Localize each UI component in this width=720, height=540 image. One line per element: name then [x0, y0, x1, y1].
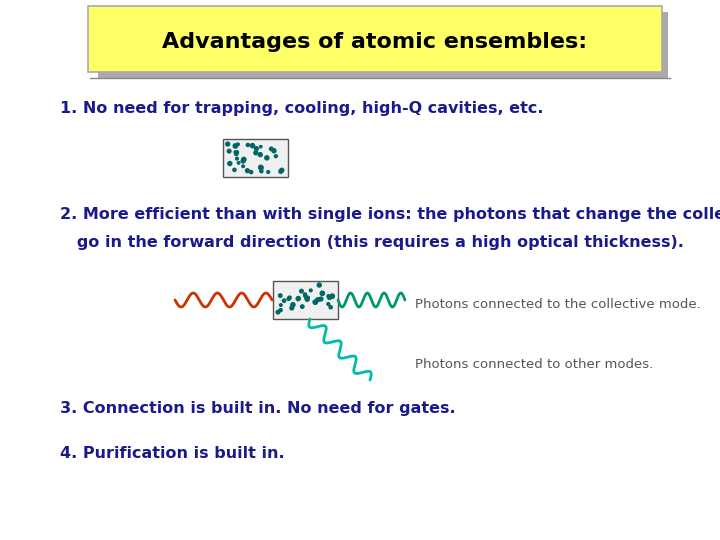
Point	[284, 293, 295, 302]
Point	[251, 144, 262, 153]
Point	[275, 306, 287, 314]
Point	[324, 293, 336, 302]
Text: 1. No need for trapping, cooling, high-Q cavities, etc.: 1. No need for trapping, cooling, high-Q…	[60, 100, 544, 116]
Text: 3. Connection is built in. No need for gates.: 3. Connection is built in. No need for g…	[60, 401, 456, 415]
Point	[300, 292, 311, 300]
Point	[266, 145, 277, 153]
Point	[256, 167, 267, 176]
Point	[222, 140, 233, 149]
Point	[302, 295, 313, 303]
Point	[268, 146, 279, 155]
Text: 4. Purification is built in.: 4. Purification is built in.	[60, 447, 284, 462]
Text: go in the forward direction (this requires a high optical thickness).: go in the forward direction (this requir…	[60, 235, 684, 251]
Text: Photons connected to other modes.: Photons connected to other modes.	[415, 359, 653, 372]
Point	[224, 159, 235, 168]
Point	[276, 166, 287, 174]
Point	[246, 168, 257, 177]
Point	[296, 287, 307, 295]
Point	[223, 147, 235, 156]
Point	[286, 303, 297, 312]
Bar	[222, 139, 287, 177]
Point	[313, 281, 325, 289]
Point	[312, 295, 323, 304]
Point	[310, 298, 321, 307]
Point	[247, 141, 258, 150]
Point	[317, 289, 328, 298]
Point	[231, 154, 243, 163]
Point	[305, 286, 317, 295]
Point	[275, 167, 287, 176]
Bar	[98, 70, 668, 78]
Bar	[660, 12, 668, 74]
Point	[274, 291, 286, 300]
Point	[270, 152, 282, 160]
Point	[233, 159, 244, 167]
Point	[326, 292, 338, 300]
Text: Photons connected to the collective mode.: Photons connected to the collective mode…	[415, 298, 701, 310]
Point	[300, 290, 311, 299]
Point	[230, 141, 241, 150]
Point	[302, 293, 313, 302]
Text: 2. More efficient than with single ions: the photons that change the collective : 2. More efficient than with single ions:…	[60, 207, 720, 222]
Point	[287, 300, 299, 309]
FancyBboxPatch shape	[88, 6, 662, 72]
Point	[297, 302, 308, 311]
Point	[325, 303, 336, 312]
Point	[292, 294, 304, 303]
Point	[255, 143, 266, 151]
Point	[242, 140, 253, 149]
Point	[323, 292, 334, 300]
Point	[283, 294, 294, 303]
Point	[238, 162, 249, 171]
Point	[250, 148, 261, 157]
Point	[300, 293, 312, 302]
Point	[272, 308, 284, 316]
Point	[254, 150, 266, 159]
Point	[229, 166, 240, 174]
Point	[263, 167, 274, 176]
Point	[232, 140, 243, 149]
Point	[275, 301, 287, 309]
Point	[231, 148, 243, 157]
Point	[256, 164, 267, 172]
Point	[242, 166, 253, 175]
Point	[238, 157, 249, 165]
Point	[315, 295, 327, 303]
Point	[238, 155, 250, 164]
Text: Advantages of atomic ensembles:: Advantages of atomic ensembles:	[163, 32, 588, 52]
Point	[261, 153, 273, 162]
Point	[323, 300, 334, 308]
Point	[230, 148, 241, 157]
Point	[230, 150, 242, 158]
Bar	[272, 281, 338, 319]
Point	[255, 163, 266, 172]
Point	[279, 296, 290, 305]
